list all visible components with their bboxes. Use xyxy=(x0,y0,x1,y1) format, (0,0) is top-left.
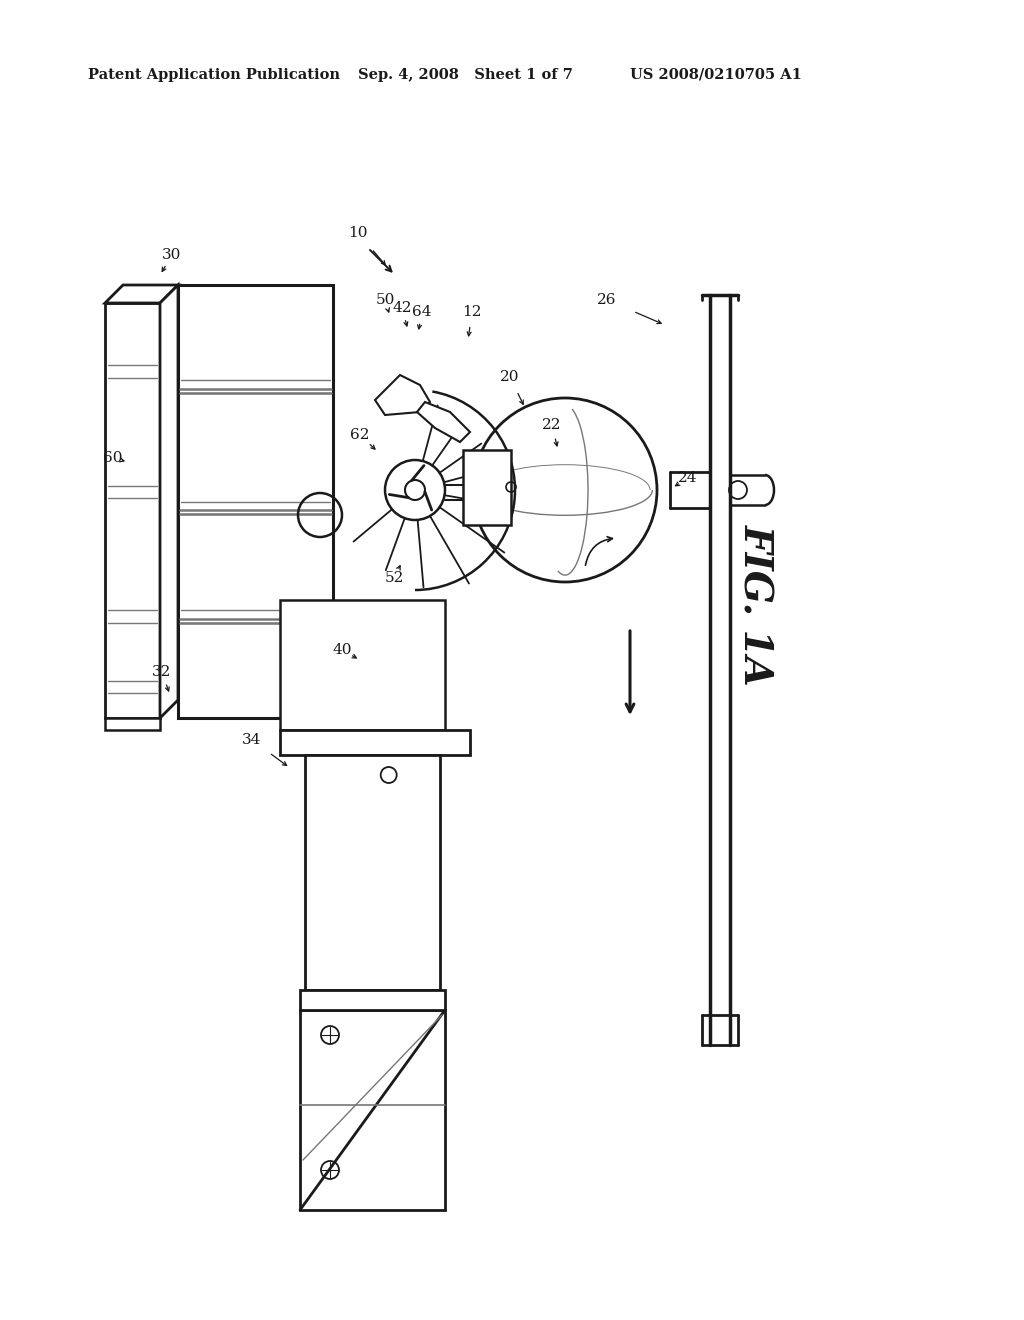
Text: 30: 30 xyxy=(163,248,181,261)
Text: 10: 10 xyxy=(348,226,368,240)
Text: Patent Application Publication: Patent Application Publication xyxy=(88,69,340,82)
Text: 34: 34 xyxy=(243,733,262,747)
Text: 26: 26 xyxy=(597,293,616,308)
Polygon shape xyxy=(463,450,511,525)
Text: 50: 50 xyxy=(376,293,394,308)
Polygon shape xyxy=(105,285,178,304)
Text: FIG. 1A: FIG. 1A xyxy=(736,524,774,686)
Text: 20: 20 xyxy=(501,370,520,384)
Text: Sep. 4, 2008   Sheet 1 of 7: Sep. 4, 2008 Sheet 1 of 7 xyxy=(358,69,572,82)
Text: 60: 60 xyxy=(103,451,123,465)
Polygon shape xyxy=(300,990,445,1010)
Text: 52: 52 xyxy=(384,572,403,585)
Polygon shape xyxy=(300,1010,445,1210)
Text: 24: 24 xyxy=(678,471,697,484)
Polygon shape xyxy=(105,718,160,730)
Polygon shape xyxy=(178,285,333,718)
Text: 64: 64 xyxy=(413,305,432,319)
Text: 12: 12 xyxy=(462,305,481,319)
Polygon shape xyxy=(280,601,445,730)
Text: 62: 62 xyxy=(350,428,370,442)
Polygon shape xyxy=(417,403,470,442)
Polygon shape xyxy=(160,285,178,718)
Polygon shape xyxy=(305,755,440,990)
Polygon shape xyxy=(105,304,160,718)
Text: 42: 42 xyxy=(392,301,412,315)
Polygon shape xyxy=(280,730,470,755)
Text: 32: 32 xyxy=(153,665,172,678)
Polygon shape xyxy=(375,375,430,414)
Text: 22: 22 xyxy=(543,418,562,432)
Text: US 2008/0210705 A1: US 2008/0210705 A1 xyxy=(630,69,802,82)
Text: 40: 40 xyxy=(332,643,352,657)
